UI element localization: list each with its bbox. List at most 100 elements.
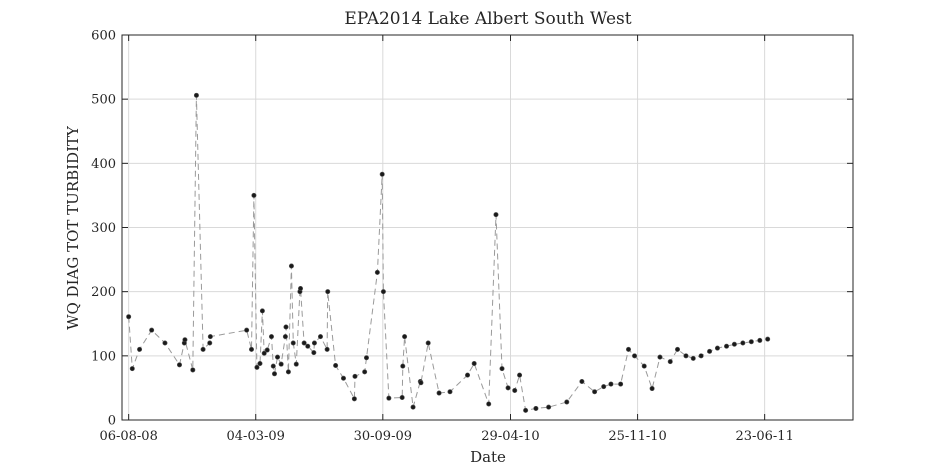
- data-point: [523, 407, 529, 413]
- data-point: [261, 350, 267, 356]
- data-point: [288, 263, 294, 269]
- grid: [122, 34, 853, 421]
- chart-title: EPA2014 Lake Albert South West: [344, 9, 631, 29]
- data-point: [317, 334, 323, 340]
- y-tick-label: 100: [91, 349, 116, 364]
- data-point: [765, 336, 771, 342]
- data-point: [282, 334, 288, 340]
- data-point: [471, 361, 477, 367]
- data-point: [649, 386, 655, 392]
- data-point: [379, 171, 385, 177]
- data-point: [363, 355, 369, 361]
- data-point: [244, 327, 250, 333]
- data-point: [137, 346, 143, 352]
- data-point: [608, 381, 614, 387]
- data-point: [757, 337, 763, 343]
- x-tick-label: 04-03-09: [227, 429, 285, 444]
- data-point: [418, 380, 424, 386]
- data-point: [641, 363, 647, 369]
- data-point: [748, 339, 754, 345]
- y-tick-label: 500: [91, 93, 116, 108]
- data-point: [362, 369, 368, 375]
- data-point: [667, 359, 673, 365]
- y-tick-label: 300: [91, 221, 116, 236]
- y-tick-label: 600: [91, 29, 116, 44]
- data-point: [311, 350, 317, 356]
- data-point: [724, 343, 730, 349]
- data-point: [425, 340, 431, 346]
- data-point: [410, 404, 416, 410]
- x-tick-label: 23-06-11: [735, 429, 793, 444]
- data-point: [149, 327, 155, 333]
- data-point: [193, 92, 199, 98]
- y-tick-label: 200: [91, 285, 116, 300]
- data-point: [248, 346, 254, 352]
- data-point: [207, 334, 213, 340]
- data-point: [311, 340, 317, 346]
- data-point: [268, 334, 274, 340]
- data-point: [380, 289, 386, 295]
- data-point: [333, 362, 339, 368]
- data-point: [505, 385, 511, 391]
- series-layer: [126, 92, 771, 413]
- y-tick-label: 0: [108, 414, 116, 429]
- data-point: [499, 366, 505, 372]
- data-point: [351, 396, 357, 402]
- data-point: [400, 363, 406, 369]
- data-point: [352, 373, 358, 379]
- data-point: [340, 375, 346, 381]
- data-point: [324, 346, 330, 352]
- data-point: [592, 389, 598, 395]
- data-point: [257, 361, 263, 367]
- x-tick-label: 29-04-10: [481, 429, 539, 444]
- data-point: [325, 289, 331, 295]
- data-point: [714, 345, 720, 351]
- data-point: [190, 367, 196, 373]
- data-point: [618, 381, 624, 387]
- data-point: [512, 387, 518, 393]
- data-point: [283, 324, 289, 330]
- data-point: [517, 372, 523, 378]
- data-point: [207, 340, 213, 346]
- data-point: [601, 384, 607, 390]
- x-tick-label: 30-09-09: [354, 429, 412, 444]
- data-point: [707, 348, 713, 354]
- data-point: [275, 354, 281, 360]
- data-point: [270, 363, 276, 369]
- data-point: [182, 337, 188, 343]
- data-point: [493, 212, 499, 218]
- data-point: [386, 395, 392, 401]
- data-point: [632, 353, 638, 359]
- data-point: [293, 361, 299, 367]
- data-point: [436, 390, 442, 396]
- data-point: [465, 372, 471, 378]
- data-point: [546, 404, 552, 410]
- data-point: [675, 346, 681, 352]
- data-point: [579, 378, 585, 384]
- data-point: [254, 364, 260, 370]
- data-point: [698, 353, 704, 359]
- data-point: [305, 343, 311, 349]
- data-point: [731, 341, 737, 347]
- data-point: [657, 354, 663, 360]
- data-point: [683, 353, 689, 359]
- data-point: [271, 371, 277, 377]
- data-point: [176, 362, 182, 368]
- data-point: [298, 285, 304, 291]
- data-point: [285, 369, 291, 375]
- data-point: [399, 395, 405, 401]
- data-point: [259, 308, 265, 314]
- data-point: [200, 346, 206, 352]
- y-tick-label: 400: [91, 157, 116, 172]
- data-point: [251, 192, 257, 198]
- data-point: [278, 361, 284, 367]
- x-axis-title: Date: [470, 448, 506, 466]
- data-point: [162, 340, 168, 346]
- data-point: [533, 405, 539, 411]
- data-point: [740, 340, 746, 346]
- data-point: [301, 340, 307, 346]
- data-point: [486, 401, 492, 407]
- x-tick-label: 06-08-08: [99, 429, 157, 444]
